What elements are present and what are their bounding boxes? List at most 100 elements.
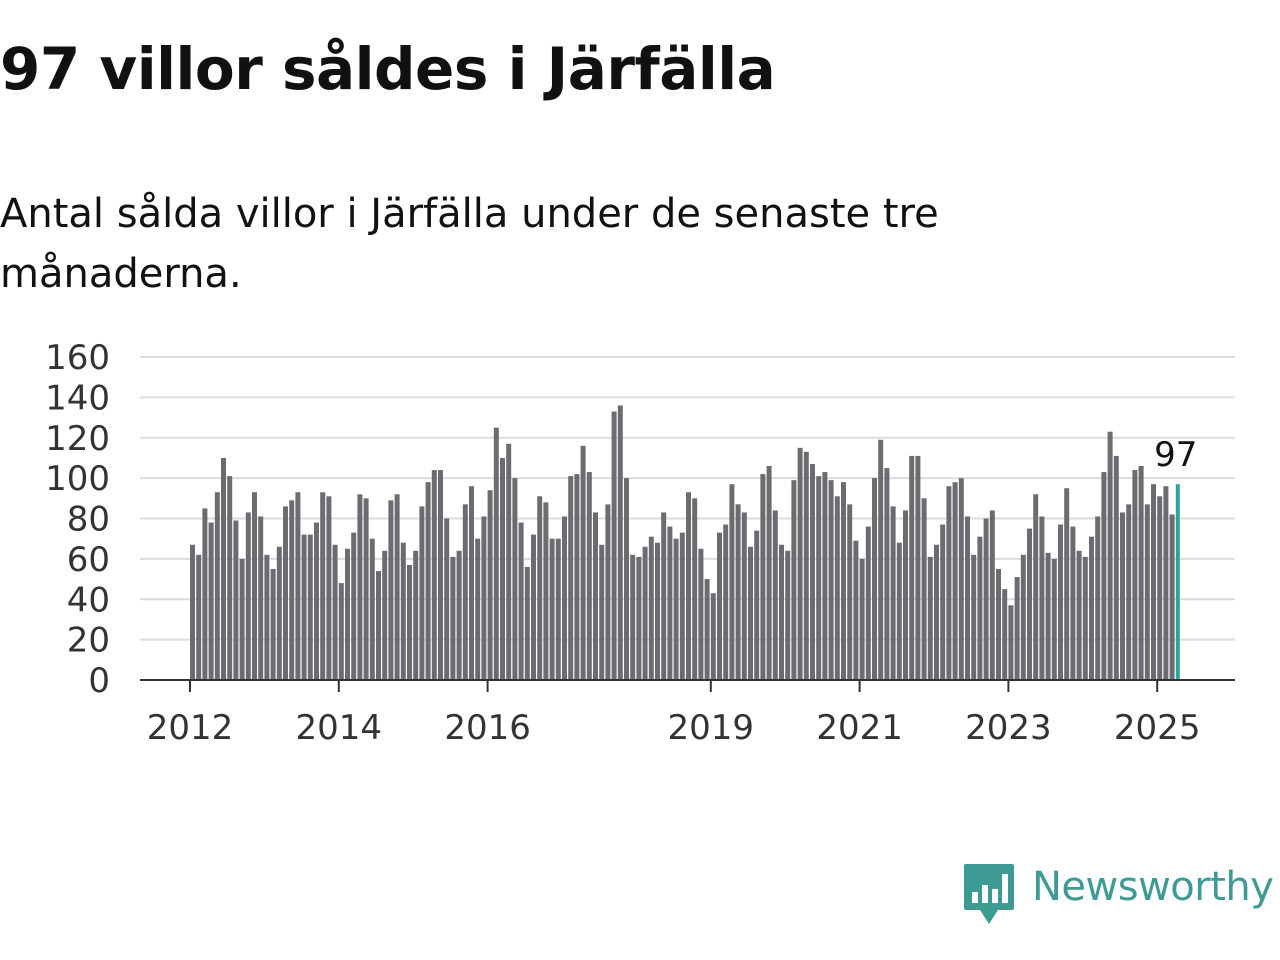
bar — [909, 455, 915, 680]
bar — [357, 494, 363, 680]
bar — [1126, 504, 1132, 680]
bar — [679, 532, 685, 680]
bar — [611, 411, 617, 680]
x-tick-label: 2014 — [296, 708, 383, 748]
bar — [493, 427, 499, 680]
bar — [1113, 455, 1119, 680]
bar — [1051, 558, 1057, 680]
x-axis: 2012 2014 2016 2019 2021 2023 2025 — [140, 679, 1235, 748]
bar — [803, 451, 809, 680]
bar — [946, 486, 952, 680]
bar — [1076, 550, 1082, 680]
bar — [717, 532, 722, 680]
bar — [1151, 484, 1156, 680]
bar — [1070, 526, 1076, 680]
x-tick-label: 2019 — [668, 708, 755, 748]
bar — [301, 534, 307, 680]
bar — [617, 405, 623, 680]
bar — [506, 443, 512, 680]
bar — [481, 516, 487, 680]
bar — [431, 470, 437, 680]
bar — [934, 544, 939, 680]
bar — [400, 542, 406, 680]
bar — [605, 504, 611, 680]
bar — [1020, 554, 1026, 680]
bar — [884, 468, 890, 680]
bar — [580, 445, 586, 680]
bar — [413, 550, 419, 680]
bar — [555, 538, 561, 680]
bar — [1045, 552, 1051, 680]
newsworthy-logo-text: Newsworthy — [1032, 864, 1274, 910]
bar — [710, 593, 716, 680]
bar — [748, 546, 753, 680]
y-tick-label: 140 — [45, 378, 110, 418]
bars — [190, 405, 1180, 680]
bar — [531, 534, 536, 680]
bar — [704, 579, 710, 680]
bar — [952, 482, 958, 680]
bar — [834, 496, 840, 680]
bar — [1014, 577, 1020, 680]
bar — [630, 554, 636, 680]
bar — [673, 538, 679, 680]
x-tick-label: 2021 — [816, 708, 903, 748]
bar — [332, 544, 338, 680]
bar — [190, 544, 195, 680]
bar — [1082, 556, 1088, 680]
bar — [729, 484, 735, 680]
bar — [1144, 504, 1150, 680]
bar — [989, 510, 995, 680]
bar — [245, 512, 251, 680]
bar — [351, 532, 357, 680]
bar — [772, 510, 778, 680]
y-tick-label: 40 — [67, 580, 110, 620]
x-tick-label: 2016 — [444, 708, 531, 748]
bar — [1169, 514, 1175, 680]
bar — [320, 492, 326, 680]
bar — [636, 556, 642, 680]
bar — [593, 512, 598, 680]
bar — [1089, 536, 1094, 680]
bar — [469, 486, 474, 680]
bar — [276, 546, 282, 680]
bar — [760, 474, 766, 680]
bar — [376, 570, 381, 680]
bar — [227, 476, 233, 680]
bar — [462, 504, 468, 680]
bar — [450, 556, 456, 680]
bar — [543, 502, 549, 680]
y-tick-label: 160 — [45, 338, 110, 378]
bar — [307, 534, 313, 680]
annotations: 97 — [1154, 435, 1197, 475]
bar — [264, 554, 270, 680]
bar — [382, 550, 388, 680]
bar — [828, 480, 834, 680]
highlight-value-label: 97 — [1154, 435, 1197, 475]
bar — [196, 554, 202, 680]
bar — [971, 554, 977, 680]
bar — [903, 510, 908, 680]
bar — [475, 538, 481, 680]
bar — [754, 530, 760, 680]
bar — [810, 463, 815, 680]
bar — [568, 476, 574, 680]
bar — [667, 526, 673, 680]
bar — [841, 482, 846, 680]
bar — [1039, 516, 1045, 680]
bar — [369, 538, 375, 680]
bar — [438, 470, 443, 680]
y-tick-label: 120 — [45, 419, 110, 459]
bar — [1132, 470, 1138, 680]
bar — [419, 506, 425, 680]
bar — [735, 504, 741, 680]
bar — [1107, 431, 1113, 680]
bar — [252, 492, 257, 680]
bar — [202, 508, 208, 680]
bar — [363, 498, 369, 680]
bar — [586, 472, 592, 680]
bar — [965, 516, 970, 680]
bar — [500, 457, 505, 680]
bar — [549, 538, 555, 680]
